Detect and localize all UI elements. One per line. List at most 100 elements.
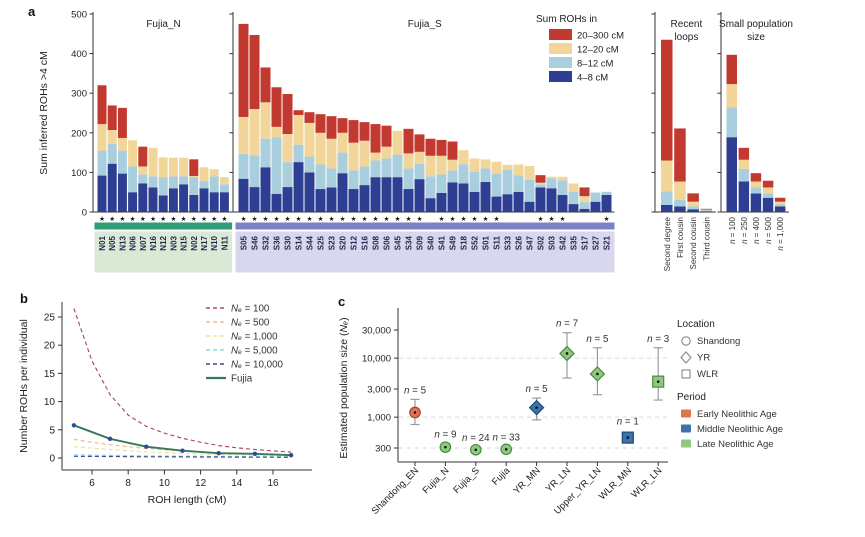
group-label-bg — [235, 231, 615, 273]
star-marker: ★ — [221, 216, 227, 223]
bar-N16: ★ N16 — [148, 147, 158, 251]
series-point — [71, 423, 77, 428]
bar-S45: ★ S45 — [392, 130, 403, 250]
n-label: n = 1 — [617, 417, 639, 428]
bar-label: S33 — [504, 235, 513, 250]
bar-S44: ★ S44 — [304, 112, 315, 250]
star-marker: ★ — [494, 216, 500, 223]
star-marker: ★ — [130, 216, 136, 223]
star-marker: ★ — [160, 216, 166, 223]
bar-S41: ★ S41 — [436, 139, 447, 250]
bar-S32: ★ S32 — [260, 67, 271, 250]
bar-label: S17 — [581, 235, 590, 250]
bar-S27: S27 — [590, 192, 601, 250]
a-y-tick: 200 — [71, 128, 87, 139]
star-marker: ★ — [384, 216, 390, 223]
bar-S42: ★ S42 — [557, 176, 568, 250]
bar-S01: ★ S01 — [480, 159, 491, 250]
c-legend-label: Late Neolithic Age — [697, 439, 774, 450]
series-point — [144, 444, 149, 449]
star-marker: ★ — [340, 216, 346, 223]
bar-label: S23 — [328, 235, 337, 250]
bar-label: S20 — [339, 235, 348, 250]
bar-N03: ★ N03 — [168, 157, 178, 251]
group-title: Fujia_N — [146, 19, 180, 30]
legend-label: 8–12 cM — [577, 59, 614, 70]
panel-b-x-title: ROH length (cM) — [148, 494, 227, 506]
bar-label: S16 — [361, 235, 370, 250]
bar-label: Third cousin — [702, 217, 711, 261]
bar-label: S41 — [438, 235, 447, 250]
n-label: n = 5 — [586, 334, 609, 345]
legend-swatch — [549, 71, 572, 82]
star-marker: ★ — [450, 216, 456, 223]
star-marker: ★ — [201, 216, 207, 223]
n-label: n = 7 — [556, 319, 578, 330]
c-x-label: YR_MN — [511, 465, 542, 496]
bar-S52: ★ S52 — [469, 158, 480, 250]
bar-label: N15 — [180, 235, 189, 250]
group-title: Recent — [671, 19, 703, 30]
bar-label: S45 — [394, 235, 403, 250]
star-marker: ★ — [362, 216, 368, 223]
bar-label: N06 — [129, 235, 138, 250]
bar-S12: ★ S12 — [348, 120, 359, 250]
bar-S14: ★ S14 — [293, 110, 304, 250]
panel-a-y-title: Sum inferred ROHs >4 cM — [38, 51, 50, 174]
b-x-tick: 8 — [125, 478, 131, 489]
a-y-tick: 300 — [71, 89, 87, 100]
bar-Third cousin: Third cousin — [700, 208, 713, 261]
bar-label: N10 — [210, 235, 219, 250]
b-legend-label: Fujia — [231, 374, 253, 385]
star-marker: ★ — [329, 216, 335, 223]
bar-label: Second cousin — [689, 217, 698, 269]
legend-label: 4–8 cM — [577, 73, 608, 84]
star-marker: ★ — [604, 216, 610, 223]
star-marker: ★ — [461, 216, 467, 223]
a-y-tick: 0 — [82, 208, 87, 219]
bar-n = 500: n = 500 — [762, 180, 774, 244]
bar-label: S47 — [526, 235, 535, 250]
bar-label: S42 — [559, 235, 568, 250]
group-strip — [235, 222, 615, 230]
star-marker: ★ — [417, 216, 423, 223]
bar-S11: ★ S11 — [491, 161, 502, 250]
bar-S21: ★ S21 — [601, 191, 612, 250]
bar-S03: ★ S03 — [546, 176, 557, 250]
series-Nₑ = 10,000 — [73, 455, 292, 458]
bar-label: S11 — [493, 235, 502, 249]
b-legend-label: Nₑ = 10,000 — [231, 360, 284, 371]
bar-First cousin: First cousin — [674, 128, 686, 258]
group-title: loops — [674, 32, 698, 43]
c-x-label: WLR_MN — [597, 465, 634, 502]
bar-label: n = 1,000 — [776, 216, 785, 250]
bar-N17: ★ N17 — [199, 167, 209, 251]
bar-label: First cousin — [676, 217, 685, 258]
bar-N12: ★ N12 — [158, 157, 168, 251]
b-x-tick: 12 — [195, 478, 207, 489]
a-y-tick: 400 — [71, 49, 87, 60]
star-marker: ★ — [307, 216, 313, 223]
panel-c-label: c — [338, 294, 346, 309]
series-point — [288, 452, 294, 458]
c-legend-location: Location Shandong YR WLR — [677, 319, 740, 380]
series-Nₑ = 100 — [73, 308, 292, 453]
b-legend-label: Nₑ = 5,000 — [231, 346, 278, 357]
bar-N01: ★ N01 — [97, 85, 107, 251]
bar-label: n = 500 — [764, 216, 773, 243]
star-marker: ★ — [318, 216, 324, 223]
group-title: Fujia_S — [408, 19, 442, 30]
star-marker: ★ — [191, 216, 197, 223]
series-Nₑ = 5,000 — [73, 454, 292, 458]
bar-label: S44 — [306, 235, 315, 250]
bar-label: S06 — [383, 235, 392, 250]
star-marker: ★ — [109, 216, 115, 223]
c-y-tick: 30,000 — [362, 326, 391, 337]
bar-label: S52 — [471, 235, 480, 250]
star-marker: ★ — [560, 216, 566, 223]
star-marker: ★ — [538, 216, 544, 223]
bar-S25: ★ S25 — [315, 114, 326, 250]
series-point — [107, 436, 113, 442]
